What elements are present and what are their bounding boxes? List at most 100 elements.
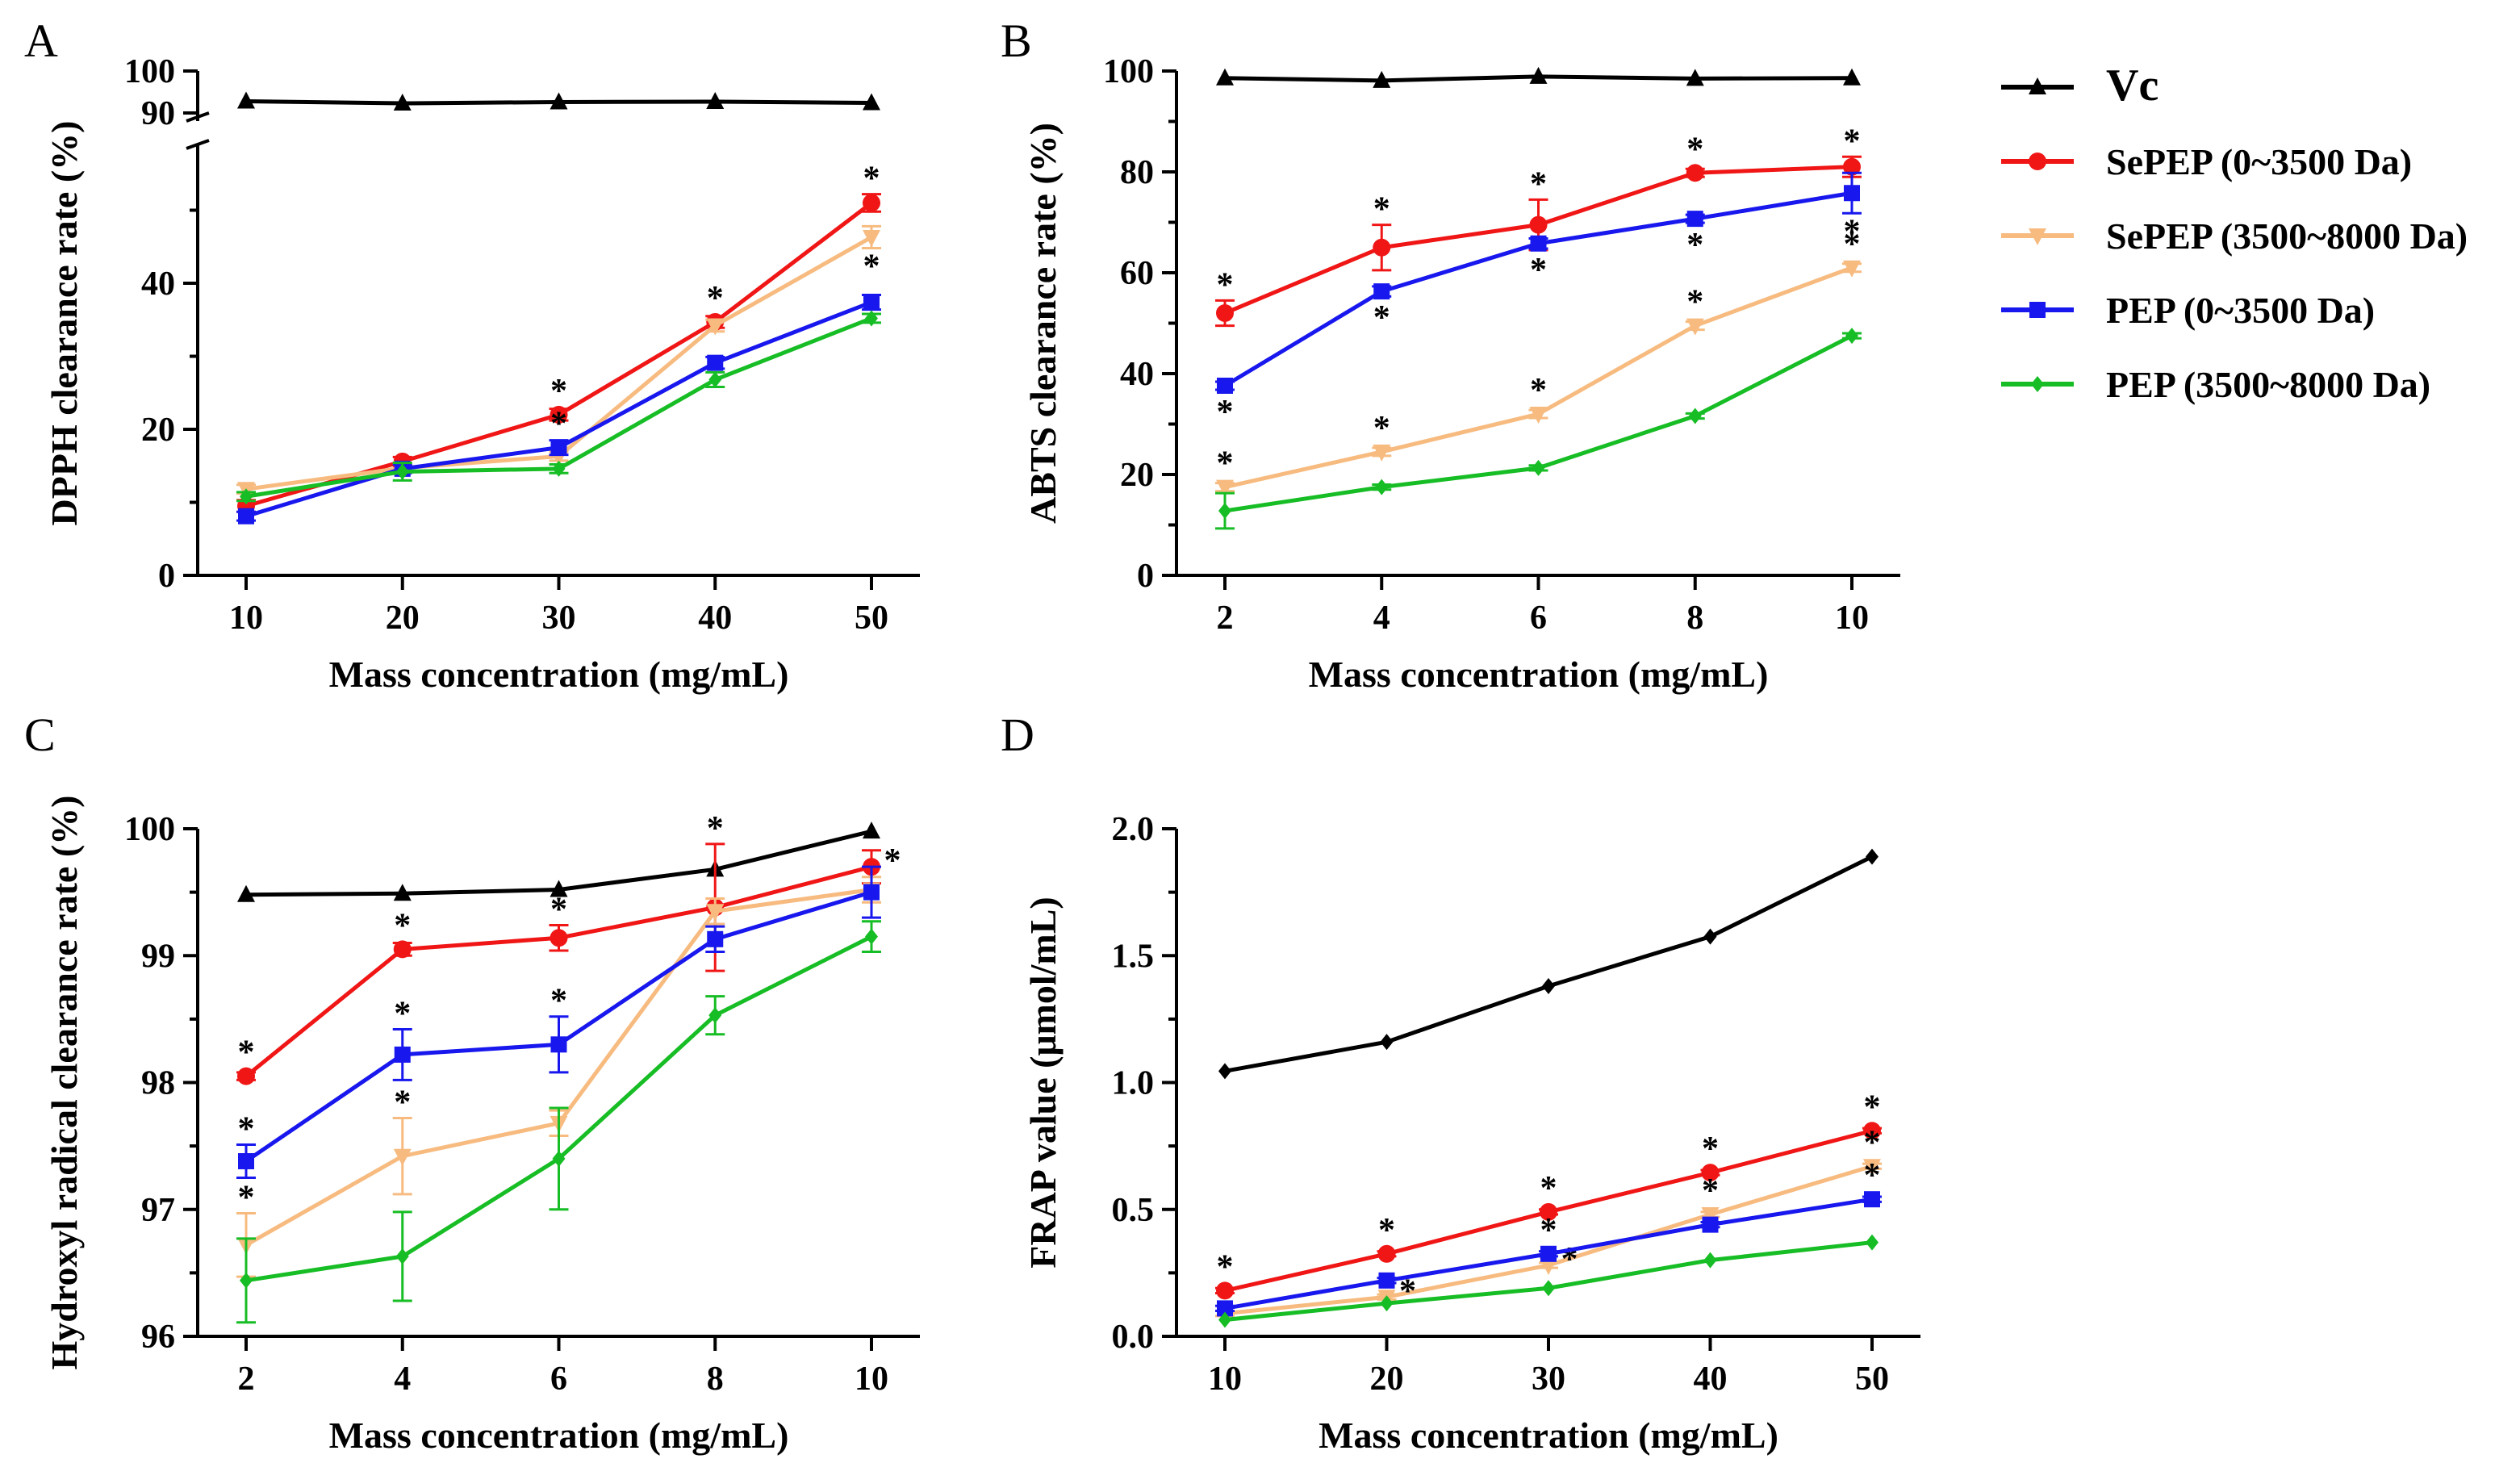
y-tick-label: 1.5	[1112, 938, 1155, 975]
significance-star: *	[1373, 191, 1390, 228]
y-axis-break	[186, 139, 210, 150]
data-point	[237, 1067, 255, 1085]
data-point	[550, 439, 567, 456]
data-point	[1380, 1034, 1394, 1051]
x-tick-label: 2	[1217, 600, 1234, 637]
data-point	[550, 405, 568, 424]
data-point	[550, 92, 568, 110]
y-axis-title: Hydroxyl radical clearance rate (%)	[44, 796, 85, 1370]
y-tick-label: 0	[1137, 558, 1154, 595]
data-point	[706, 318, 725, 336]
y-axis-title: ABTS clearance rate (%)	[1022, 123, 1064, 524]
x-tick-label: 40	[1694, 1361, 1728, 1398]
panel-c: C 96 97 98 99 100 2 4 6 8 10 Mass concentration (mg…	[24, 709, 920, 1456]
y-tick-label: 90	[141, 95, 175, 132]
data-point	[395, 1248, 409, 1265]
series-sepep-0-3500-da: *****	[1215, 1089, 1882, 1300]
data-point	[1373, 70, 1391, 88]
data-point	[1845, 328, 1858, 345]
significance-star: *	[1378, 1212, 1395, 1249]
x-tick-label: 50	[1855, 1361, 1889, 1398]
data-point	[863, 821, 880, 839]
significance-star: *	[394, 907, 411, 944]
legend-label: SePEP (3500~8000 Da)	[2106, 215, 2468, 257]
data-point	[550, 1036, 567, 1053]
data-point	[393, 94, 412, 111]
panel-letter: D	[1001, 709, 1034, 761]
data-point	[552, 460, 566, 477]
legend-entry-pep-0-3500-da: PEP (0~3500 Da)	[2001, 290, 2375, 331]
data-point	[394, 1046, 411, 1063]
data-point	[1843, 157, 1861, 176]
significance-star: *	[1864, 1124, 1881, 1161]
series-sepep-3500-8000-da: * * * * *	[1215, 226, 1862, 497]
data-point	[1529, 66, 1548, 84]
data-point	[1688, 408, 1702, 424]
legend-label: SePEP (0~3500 Da)	[2106, 141, 2412, 182]
data-point	[1843, 68, 1861, 86]
series-pep-3500-8000-da	[1218, 1234, 1879, 1328]
data-point	[1530, 235, 1547, 252]
x-tick-label: 20	[386, 600, 420, 637]
data-point	[237, 91, 255, 109]
data-point	[1703, 1252, 1717, 1269]
y-tick-label: 0.5	[1112, 1192, 1155, 1229]
series-pep-0-3500-da: * * *	[236, 865, 881, 1179]
data-point	[1844, 185, 1860, 202]
significance-star: *	[1540, 1212, 1557, 1249]
significance-star: *	[1373, 410, 1390, 447]
significance-star: *	[1217, 445, 1234, 483]
significance-star: *	[550, 892, 567, 929]
significance-star: *	[1217, 266, 1234, 303]
data-point	[863, 884, 880, 901]
data-point	[1686, 164, 1704, 182]
x-axis-title: Mass concentration (mg/mL)	[1309, 654, 1769, 695]
data-point	[393, 884, 412, 901]
significance-star: *	[238, 1111, 255, 1148]
data-point	[550, 929, 568, 947]
data-point	[1540, 1202, 1557, 1221]
data-point	[1542, 1280, 1555, 1297]
data-point	[708, 371, 722, 388]
significance-star: *	[1540, 1170, 1557, 1207]
data-point	[1373, 283, 1390, 300]
data-point	[1686, 211, 1703, 228]
legend-label: Vc	[2106, 61, 2159, 111]
axes	[1162, 827, 1920, 1351]
series-vc	[1218, 848, 1879, 1080]
y-tick-label: 100	[1103, 53, 1154, 90]
x-axis-title: Mass concentration (mg/mL)	[329, 654, 789, 695]
data-point	[550, 880, 568, 897]
x-tick-label: 10	[1208, 1361, 1242, 1398]
legend-marker	[2029, 302, 2046, 318]
data-point	[1218, 1063, 1231, 1080]
data-point	[1216, 304, 1234, 322]
significance-star: *	[238, 1179, 255, 1216]
data-point	[1217, 1300, 1233, 1317]
x-axis-title: Mass concentration (mg/mL)	[329, 1415, 789, 1456]
data-point	[863, 93, 880, 111]
series-sepep-0-3500-da: *****	[1215, 123, 1862, 328]
data-point	[706, 904, 725, 922]
significance-star: *	[550, 406, 567, 443]
x-tick-label: 6	[550, 1361, 567, 1398]
significance-star: *	[1686, 131, 1703, 168]
y-tick-label: 98	[141, 1065, 175, 1102]
x-tick-label: 10	[229, 600, 263, 637]
legend-marker	[2029, 153, 2046, 170]
significance-star: *	[863, 249, 880, 286]
data-point	[865, 928, 878, 945]
significance-star: *	[238, 1035, 255, 1072]
significance-star: *	[394, 1085, 411, 1122]
x-axis-title: Mass concentration (mg/mL)	[1319, 1415, 1778, 1456]
legend: Vc SePEP (0~3500 Da) SePEP (3500~8000 Da) P…	[2001, 61, 2468, 405]
legend-marker	[2029, 77, 2046, 94]
significance-star: *	[1561, 1241, 1578, 1278]
y-axis-break	[186, 111, 210, 123]
panel-d: D 0.0 0.5 1.0 1.5 2.0 10 20 30 40 50 Mass concentra…	[1001, 709, 1920, 1456]
significance-star: *	[1844, 213, 1861, 250]
data-point	[1703, 928, 1717, 945]
data-point	[1375, 479, 1389, 495]
data-point	[393, 1148, 412, 1166]
